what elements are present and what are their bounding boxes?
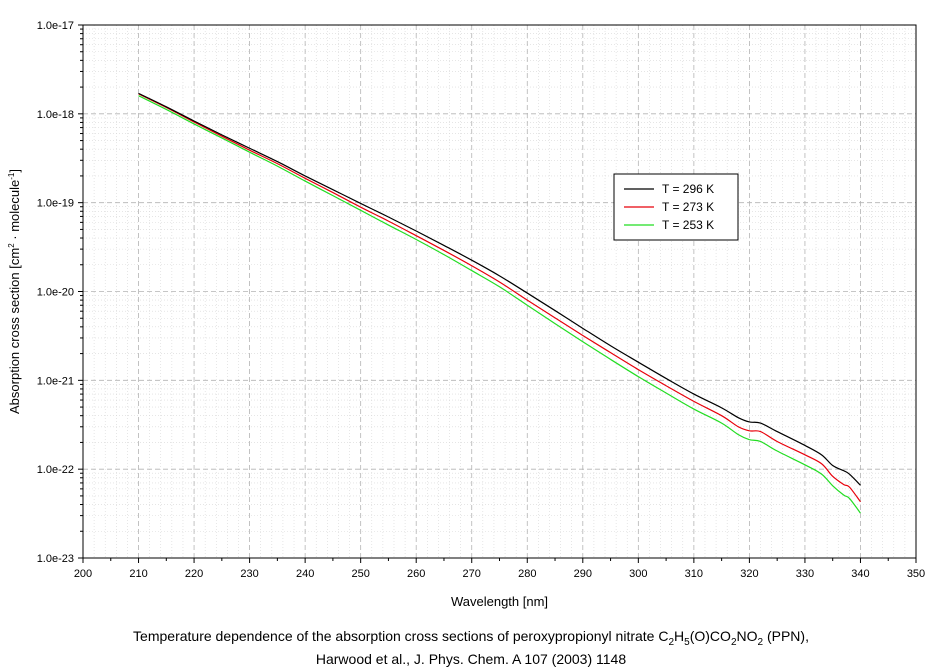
y-tick-label: 1.0e-22 <box>37 464 74 476</box>
caption-sub-4: 2 <box>757 636 764 648</box>
series-line-253k <box>138 95 861 514</box>
x-tick-label: 270 <box>463 568 481 580</box>
x-tick-label: 260 <box>407 568 425 580</box>
caption-sub-2: 5 <box>684 636 690 648</box>
x-tick-label: 280 <box>518 568 536 580</box>
series-layer <box>138 92 861 514</box>
x-tick-label: 300 <box>629 568 647 580</box>
y-axis-label-text: Absorption cross section [cm <box>7 248 22 414</box>
legend-label-296k: T = 296 K <box>662 182 714 196</box>
x-tick-label: 290 <box>574 568 592 580</box>
x-tick-label: 220 <box>185 568 203 580</box>
x-tick-label: 250 <box>351 568 369 580</box>
y-tick-label: 1.0e-19 <box>37 198 74 210</box>
caption-text-2: (O)CO <box>689 628 731 644</box>
y-axis-label-mid: · molecule <box>7 180 22 244</box>
y-axis-label-sup2: -1 <box>7 172 16 180</box>
caption-line-1: Temperature dependence of the absorption… <box>0 628 942 648</box>
x-tick-label: 320 <box>740 568 758 580</box>
caption-sub-3: 2 <box>730 636 737 648</box>
y-tick-label: 1.0e-20 <box>37 287 74 299</box>
y-axis-label-sup1: 2 <box>7 243 16 248</box>
series-line-296k <box>138 92 861 486</box>
x-tick-label: 350 <box>907 568 925 580</box>
caption-text-3: NO <box>736 628 758 644</box>
y-tick-label: 1.0e-18 <box>37 109 74 121</box>
axis-ticks: 200 210 220 230 240 250 260 270 280 290 300 310 320 3… <box>37 20 925 580</box>
y-tick-label: 1.0e-17 <box>37 20 74 32</box>
x-tick-label: 230 <box>240 568 258 580</box>
caption-suffix: (PPN), <box>763 628 809 644</box>
grid <box>83 25 916 558</box>
x-tick-label: 200 <box>74 568 92 580</box>
caption-prefix: Temperature dependence of the absorption… <box>133 628 669 644</box>
legend-label-253k: T = 253 K <box>662 218 714 232</box>
legend-label-273k: T = 273 K <box>662 200 714 214</box>
y-tick-label: 1.0e-21 <box>37 375 74 387</box>
y-tick-label: 1.0e-23 <box>37 553 74 565</box>
legend: T = 296 K T = 273 K T = 253 K <box>613 173 739 241</box>
x-tick-label: 310 <box>685 568 703 580</box>
caption-line-2: Harwood et al., J. Phys. Chem. A 107 (20… <box>315 651 627 667</box>
caption-text-1: H <box>674 628 685 644</box>
caption-sub-1: 2 <box>668 636 675 648</box>
x-tick-label: 330 <box>796 568 814 580</box>
series-line-273k <box>138 93 861 503</box>
x-tick-label: 240 <box>296 568 314 580</box>
y-axis-label: Absorption cross section [cm2 · molecule… <box>7 169 22 414</box>
x-tick-label: 210 <box>129 568 147 580</box>
y-axis-label-end: ] <box>7 169 22 173</box>
x-tick-label: 340 <box>851 568 869 580</box>
x-axis-label: Wavelength [nm] <box>451 594 548 609</box>
